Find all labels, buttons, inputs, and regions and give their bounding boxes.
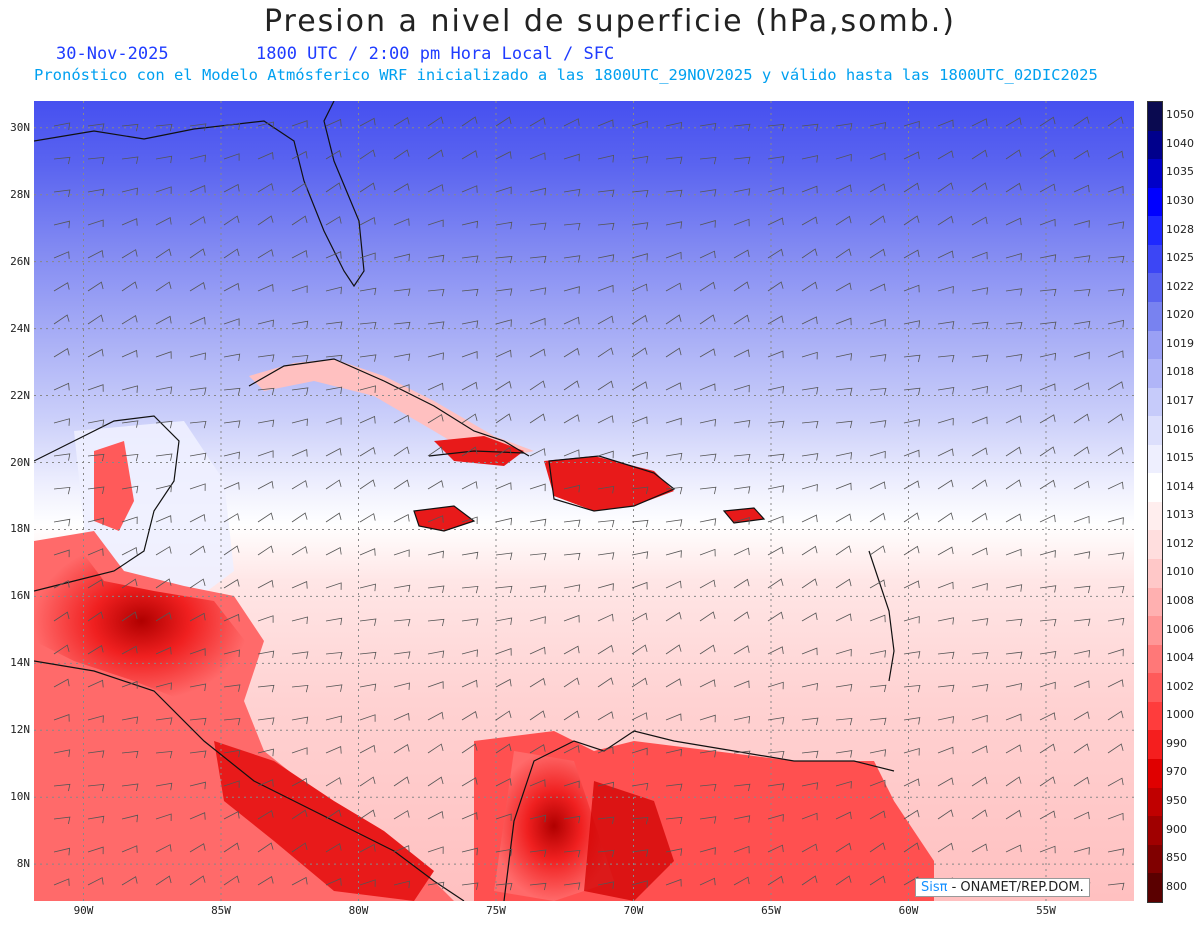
latitude-label: 28N: [10, 187, 30, 201]
colorbar-segment: [1148, 416, 1162, 445]
longitude-label: 80W: [348, 904, 369, 917]
longitude-label: 60W: [898, 904, 919, 917]
colorbar-label: 1022: [1166, 279, 1194, 293]
colorbar-segment: [1148, 159, 1162, 188]
colorbar-segment: [1148, 559, 1162, 588]
colorbar-label: 800: [1166, 879, 1187, 893]
lat-lon-grid: [34, 101, 1134, 901]
latitude-label: 10N: [10, 790, 30, 804]
colorbar-label: 1025: [1166, 251, 1194, 265]
colorbar-label: 900: [1166, 822, 1187, 836]
colorbar-segment: [1148, 359, 1162, 388]
colorbar-label: 1013: [1166, 508, 1194, 522]
colorbar-segment: [1148, 330, 1162, 360]
colorbar-segment: [1148, 673, 1162, 702]
forecast-time: 1800 UTC / 2:00 pm Hora Local / SFC: [256, 44, 615, 64]
colorbar: [1147, 101, 1163, 903]
pressure-map: [34, 101, 1134, 901]
longitude-label: 90W: [73, 904, 94, 917]
longitude-label: 55W: [1036, 904, 1056, 917]
colorbar-segment: [1148, 387, 1162, 417]
colorbar-label: 1000: [1166, 708, 1194, 722]
colorbar-segment: [1148, 701, 1162, 731]
colorbar-label: 1017: [1166, 394, 1194, 407]
colorbar-label: 1019: [1166, 336, 1194, 350]
colorbar-label: 1030: [1166, 194, 1194, 207]
latitude-label: 18N: [10, 522, 30, 536]
model-description: Pronóstico con el Modelo Atmósferico WRF…: [34, 66, 1098, 84]
colorbar-segment: [1148, 501, 1162, 531]
credit-box: Sisπ - ONAMET/REP.DOM.: [915, 878, 1090, 897]
colorbar-label: 1040: [1166, 136, 1194, 150]
colorbar-label: 1050: [1166, 108, 1194, 122]
colorbar-segment: [1148, 644, 1162, 674]
colorbar-label: 1014: [1166, 479, 1194, 493]
latitude-label: 14N: [10, 656, 30, 670]
colorbar-label: 1015: [1166, 451, 1194, 465]
colorbar-label: 1028: [1166, 222, 1194, 236]
page-title: Presion a nivel de superficie (hPa,somb.…: [263, 4, 957, 39]
brand-logo: Sisπ: [921, 880, 948, 895]
longitude-label: 70W: [623, 904, 644, 917]
colorbar-segment: [1148, 444, 1162, 474]
colorbar-segment: [1148, 216, 1162, 245]
colorbar-label: 1004: [1166, 651, 1194, 665]
colorbar-label: 990: [1166, 736, 1187, 750]
wind-barbs: [53, 116, 1125, 891]
colorbar-segment: [1148, 473, 1162, 502]
colorbar-label: 1012: [1166, 536, 1194, 550]
colorbar-label: 1002: [1166, 679, 1194, 693]
colorbar-segment: [1148, 187, 1162, 217]
colorbar-segment: [1148, 616, 1162, 645]
colorbar-label: 1035: [1166, 165, 1194, 179]
colorbar-segment: [1148, 530, 1162, 559]
colorbar-segment: [1148, 758, 1162, 788]
colorbar-segment: [1148, 301, 1162, 331]
latitude-label: 22N: [10, 388, 30, 402]
longitude-label: 75W: [486, 904, 506, 917]
colorbar-segment: [1148, 816, 1162, 845]
longitude-label: 65W: [761, 904, 781, 917]
colorbar-segment: [1148, 273, 1162, 302]
colorbar-label: 950: [1166, 794, 1187, 807]
colorbar-segment: [1148, 587, 1162, 617]
forecast-date: 30-Nov-2025: [56, 44, 169, 64]
colorbar-label: 1020: [1166, 308, 1194, 322]
coastlines: [34, 101, 895, 901]
colorbar-segment: [1148, 787, 1162, 817]
colorbar-label: 1008: [1166, 594, 1194, 607]
longitude-label: 85W: [211, 904, 231, 917]
latitude-label: 26N: [10, 254, 30, 268]
colorbar-label: 1018: [1166, 365, 1194, 379]
latitude-label: 16N: [10, 589, 30, 603]
colorbar-label: 1016: [1166, 422, 1194, 436]
colorbar-label: 1010: [1166, 565, 1194, 579]
latitude-label: 8N: [16, 857, 30, 871]
colorbar-segment: [1148, 130, 1162, 160]
colorbar-segment: [1148, 844, 1162, 874]
low-pressure-land: [34, 359, 934, 901]
colorbar-segment: [1148, 102, 1162, 131]
colorbar-segment: [1148, 244, 1162, 274]
latitude-label: 12N: [10, 723, 30, 737]
colorbar-label: 1006: [1166, 622, 1194, 636]
credit-text: - ONAMET/REP.DOM.: [947, 880, 1084, 895]
latitude-label: 24N: [10, 321, 30, 335]
latitude-label: 30N: [10, 120, 30, 134]
colorbar-label: 850: [1166, 851, 1187, 865]
colorbar-segment: [1148, 873, 1162, 902]
latitude-label: 20N: [10, 455, 30, 469]
colorbar-segment: [1148, 730, 1162, 759]
colorbar-label: 970: [1166, 765, 1187, 779]
